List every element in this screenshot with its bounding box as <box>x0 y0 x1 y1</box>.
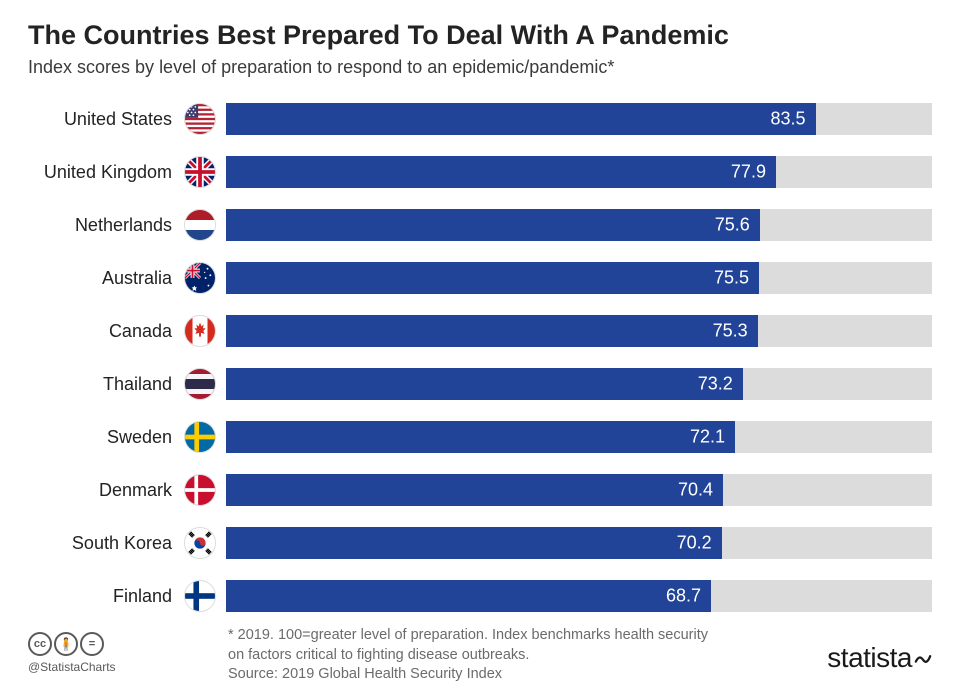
th-flag-icon <box>184 368 216 400</box>
country-label: Denmark <box>28 480 180 501</box>
chart-row: South Korea 70.2 <box>28 520 932 566</box>
chart-row: Canada 75.3 <box>28 308 932 354</box>
bar-fill: 83.5 <box>226 103 816 135</box>
chart-row: Netherlands 75.6 <box>28 202 932 248</box>
bar-track: 77.9 <box>226 156 932 188</box>
country-label: Sweden <box>28 427 180 448</box>
chart-subtitle: Index scores by level of preparation to … <box>28 57 932 78</box>
footer: cc🧍= @StatistaCharts statista <box>28 632 932 674</box>
logo-text: statista <box>827 642 912 674</box>
kr-flag-icon <box>184 527 216 559</box>
se-flag-icon <box>184 421 216 453</box>
flag-wrap <box>180 527 220 559</box>
flag-wrap <box>180 209 220 241</box>
bar-value: 72.1 <box>690 427 725 448</box>
bar-track: 75.3 <box>226 315 932 347</box>
dk-flag-icon <box>184 474 216 506</box>
flag-wrap <box>180 368 220 400</box>
bar-track: 83.5 <box>226 103 932 135</box>
flag-wrap <box>180 103 220 135</box>
country-label: South Korea <box>28 533 180 554</box>
bar-value: 70.2 <box>677 533 712 554</box>
flag-wrap <box>180 156 220 188</box>
cc-icon: 🧍 <box>54 632 78 656</box>
chart-row: United Kingdom 77.9 <box>28 149 932 195</box>
attribution-block: cc🧍= @StatistaCharts <box>28 632 116 674</box>
country-label: Australia <box>28 268 180 289</box>
fi-flag-icon <box>184 580 216 612</box>
uk-flag-icon <box>184 156 216 188</box>
chart-title: The Countries Best Prepared To Deal With… <box>28 20 932 51</box>
chart-row: Australia 75.5 <box>28 255 932 301</box>
bar-fill: 70.4 <box>226 474 723 506</box>
bar-value: 77.9 <box>731 162 766 183</box>
au-flag-icon <box>184 262 216 294</box>
bar-fill: 75.3 <box>226 315 758 347</box>
bar-fill: 75.5 <box>226 262 759 294</box>
bar-fill: 75.6 <box>226 209 760 241</box>
bar-track: 68.7 <box>226 580 932 612</box>
bar-track: 75.5 <box>226 262 932 294</box>
flag-wrap <box>180 474 220 506</box>
bar-track: 72.1 <box>226 421 932 453</box>
bar-chart: United States 83.5 United Kingdom 77.9 Nethe… <box>28 96 932 619</box>
flag-wrap <box>180 262 220 294</box>
chart-row: Sweden 72.1 <box>28 414 932 460</box>
bar-value: 75.3 <box>713 321 748 342</box>
country-label: Thailand <box>28 374 180 395</box>
statista-logo: statista <box>827 642 932 674</box>
us-flag-icon <box>184 103 216 135</box>
cc-icon: = <box>80 632 104 656</box>
bar-value: 73.2 <box>698 374 733 395</box>
bar-track: 75.6 <box>226 209 932 241</box>
bar-track: 70.2 <box>226 527 932 559</box>
chart-row: Thailand 73.2 <box>28 361 932 407</box>
country-label: Finland <box>28 586 180 607</box>
attribution-handle: @StatistaCharts <box>28 660 116 674</box>
cc-icon: cc <box>28 632 52 656</box>
bar-value: 75.6 <box>715 215 750 236</box>
bar-fill: 70.2 <box>226 527 722 559</box>
country-label: United States <box>28 109 180 130</box>
bar-value: 70.4 <box>678 480 713 501</box>
bar-fill: 77.9 <box>226 156 776 188</box>
flag-wrap <box>180 315 220 347</box>
bar-track: 70.4 <box>226 474 932 506</box>
chart-row: Finland 68.7 <box>28 573 932 619</box>
chart-row: United States 83.5 <box>28 96 932 142</box>
logo-wave-icon <box>914 649 932 667</box>
flag-wrap <box>180 580 220 612</box>
chart-row: Denmark 70.4 <box>28 467 932 513</box>
bar-fill: 72.1 <box>226 421 735 453</box>
bar-value: 75.5 <box>714 268 749 289</box>
bar-fill: 68.7 <box>226 580 711 612</box>
ca-flag-icon <box>184 315 216 347</box>
country-label: Netherlands <box>28 215 180 236</box>
bar-track: 73.2 <box>226 368 932 400</box>
country-label: Canada <box>28 321 180 342</box>
bar-fill: 73.2 <box>226 368 743 400</box>
country-label: United Kingdom <box>28 162 180 183</box>
bar-value: 68.7 <box>666 586 701 607</box>
nl-flag-icon <box>184 209 216 241</box>
cc-icons: cc🧍= <box>28 632 116 656</box>
flag-wrap <box>180 421 220 453</box>
bar-value: 83.5 <box>770 109 805 130</box>
